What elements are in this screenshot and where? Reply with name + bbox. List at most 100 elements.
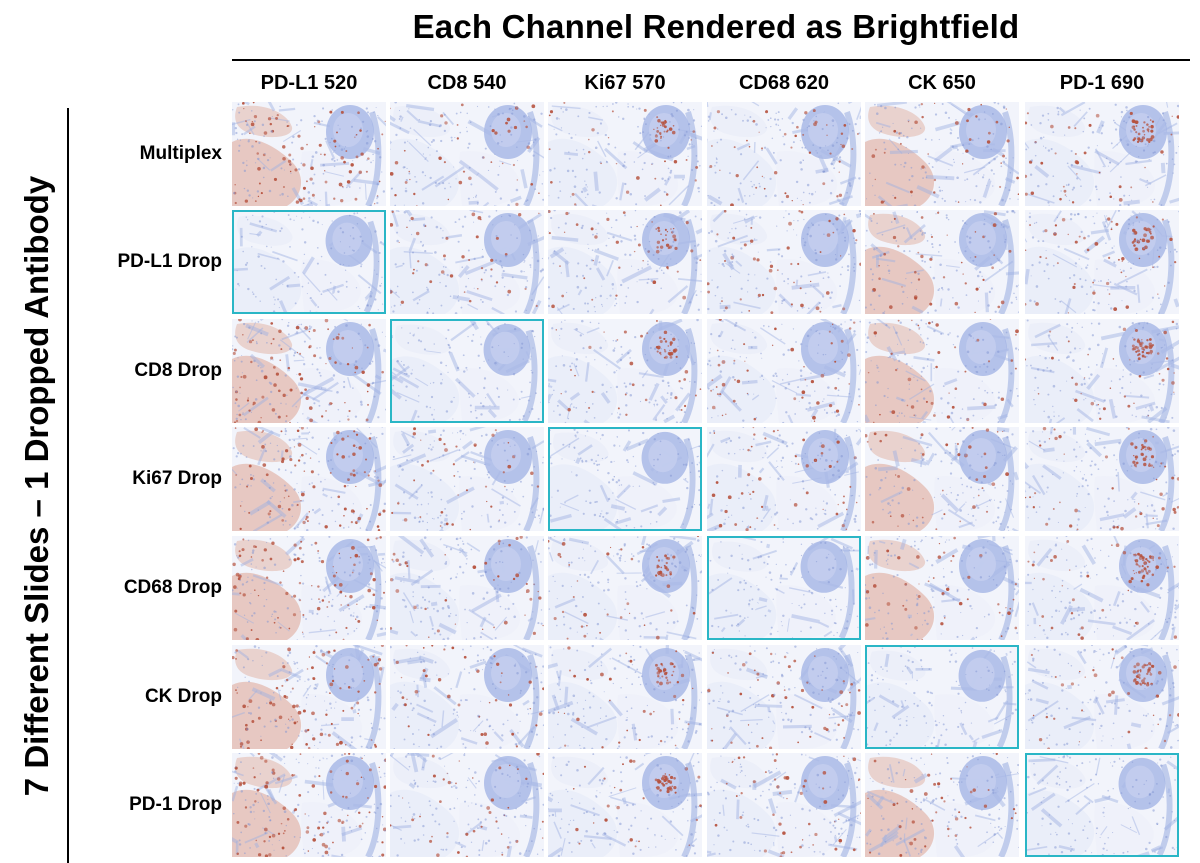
tissue-image — [1025, 645, 1179, 749]
channel-tile — [232, 102, 386, 206]
tissue-image — [1025, 210, 1179, 314]
tissue-image — [867, 647, 1017, 747]
tissue-image — [1025, 536, 1179, 640]
row-label: CD68 Drop — [123, 577, 222, 598]
tissue-image — [1025, 102, 1179, 206]
tissue-image — [390, 210, 544, 314]
tissue-image — [548, 536, 702, 640]
tissue-image — [709, 538, 859, 638]
tissue-image — [707, 102, 861, 206]
tissue-image — [865, 210, 1019, 314]
dropped-channel-tile — [707, 536, 861, 640]
column-label: CK 650 — [908, 72, 976, 94]
channel-tile — [390, 645, 544, 749]
side-title: 7 Different Slides – 1 Dropped Antibody — [18, 175, 55, 796]
channel-tile — [232, 427, 386, 531]
row-label: PD-L1 Drop — [117, 251, 223, 272]
tissue-image — [1025, 427, 1179, 531]
column-label: CD68 620 — [738, 72, 830, 94]
tissue-image — [550, 429, 700, 529]
channel-tile — [232, 645, 386, 749]
column-label: Ki67 570 — [584, 72, 666, 94]
tissue-image — [707, 210, 861, 314]
tissue-image — [865, 536, 1019, 640]
tissue-image — [707, 645, 861, 749]
channel-tile — [232, 536, 386, 640]
tissue-image — [548, 319, 702, 423]
title-underline — [232, 59, 1190, 61]
tissue-image — [865, 427, 1019, 531]
channel-tile — [548, 319, 702, 423]
channel-tile — [548, 645, 702, 749]
channel-tile — [865, 536, 1019, 640]
dropped-channel-tile — [1025, 753, 1179, 857]
tissue-image — [865, 102, 1019, 206]
channel-tile — [390, 102, 544, 206]
channel-tile — [707, 102, 861, 206]
tissue-image — [234, 212, 384, 312]
tissue-image — [390, 753, 544, 857]
channel-tile — [548, 753, 702, 857]
channel-tile — [707, 210, 861, 314]
channel-tile — [548, 210, 702, 314]
tissue-image — [232, 753, 386, 857]
channel-tile — [1025, 319, 1179, 423]
channel-tile — [865, 319, 1019, 423]
channel-tile — [1025, 536, 1179, 640]
row-label: PD-1 Drop — [129, 794, 222, 815]
dropped-channel-tile — [548, 427, 702, 531]
channel-tile — [707, 319, 861, 423]
tissue-image — [865, 753, 1019, 857]
dropped-channel-tile — [390, 319, 544, 423]
tissue-image — [232, 427, 386, 531]
channel-tile — [707, 427, 861, 531]
channel-tile — [548, 536, 702, 640]
channel-tile — [390, 753, 544, 857]
tissue-image — [232, 536, 386, 640]
dropped-channel-tile — [865, 645, 1019, 749]
tissue-image — [707, 427, 861, 531]
channel-tile — [865, 753, 1019, 857]
channel-tile — [865, 427, 1019, 531]
tissue-image — [390, 427, 544, 531]
channel-tile — [232, 319, 386, 423]
channel-tile — [1025, 427, 1179, 531]
row-label: Ki67 Drop — [132, 468, 222, 489]
channel-tile — [232, 753, 386, 857]
tissue-image — [1025, 319, 1179, 423]
tissue-image — [707, 753, 861, 857]
tissue-image — [232, 645, 386, 749]
figure-title: Each Channel Rendered as Brightfield — [412, 8, 1020, 45]
channel-tile — [1025, 210, 1179, 314]
tissue-image — [390, 536, 544, 640]
tissue-image — [707, 319, 861, 423]
column-label: PD-L1 520 — [260, 72, 358, 94]
row-label: CD8 Drop — [134, 360, 222, 381]
side-title-rule — [67, 108, 69, 863]
channel-tile — [865, 210, 1019, 314]
tissue-image — [392, 321, 542, 421]
channel-tile — [548, 102, 702, 206]
row-label: Multiplex — [139, 143, 222, 164]
channel-tile — [390, 536, 544, 640]
column-label: CD8 540 — [427, 72, 507, 94]
tissue-image — [390, 102, 544, 206]
tissue-image — [548, 210, 702, 314]
channel-tile — [1025, 102, 1179, 206]
tissue-image — [548, 102, 702, 206]
tissue-image — [548, 645, 702, 749]
tissue-image — [232, 319, 386, 423]
channel-tile — [707, 753, 861, 857]
channel-tile — [1025, 645, 1179, 749]
column-label: PD-1 690 — [1059, 72, 1145, 94]
tissue-image — [865, 319, 1019, 423]
row-label: CK Drop — [144, 686, 222, 707]
channel-tile — [390, 427, 544, 531]
channel-tile — [707, 645, 861, 749]
channel-tile — [390, 210, 544, 314]
tissue-image — [232, 102, 386, 206]
tissue-image — [548, 753, 702, 857]
tissue-image — [390, 645, 544, 749]
channel-tile — [865, 102, 1019, 206]
dropped-channel-tile — [232, 210, 386, 314]
